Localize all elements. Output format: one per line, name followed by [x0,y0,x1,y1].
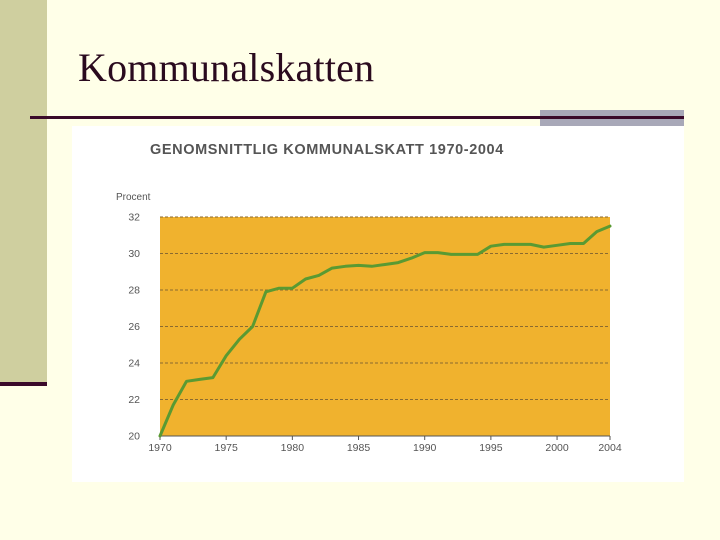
x-tick-label-1985: 1985 [347,442,371,454]
y-axis-unit-label: Procent [116,192,151,203]
data-point-1984 [344,265,347,268]
x-tick-label-1980: 1980 [281,442,305,454]
data-point-1979 [278,287,280,289]
y-tick-label-26: 26 [128,321,140,333]
data-point-1996 [503,243,505,246]
data-point-2003 [595,230,598,233]
data-point-1977 [251,325,254,328]
data-point-1995 [490,245,492,247]
data-point-1990 [423,251,426,254]
data-point-1992 [450,253,452,256]
data-point-1989 [410,257,413,259]
data-point-1975 [225,354,227,357]
data-point-1994 [476,253,479,256]
y-tick-label-30: 30 [128,248,140,260]
data-point-1988 [397,261,400,264]
data-point-1973 [198,378,201,381]
x-tick-label-1970: 1970 [148,442,172,454]
slide-title: Kommunalskatten [78,45,375,90]
data-point-1993 [463,253,466,256]
data-point-1972 [185,380,188,383]
x-tick-label-2000: 2000 [545,442,569,454]
data-point-1974 [212,376,214,379]
data-point-1971 [172,404,175,406]
data-point-1976 [238,338,241,341]
data-point-1999 [543,246,545,248]
x-tick-label-1975: 1975 [214,442,238,454]
y-tick-label-24: 24 [128,358,140,370]
data-point-1980 [291,287,294,289]
y-tick-label-22: 22 [128,394,140,406]
y-tick-label-28: 28 [128,285,140,297]
data-point-1970 [159,435,161,437]
chart-panel: GENOMSNITTLIG KOMMUNALSKATT 1970-2004 Pr… [72,126,684,482]
data-point-1986 [370,265,373,268]
data-point-2000 [556,244,558,247]
x-tick-label-1990: 1990 [413,442,437,454]
chart-title: GENOMSNITTLIG KOMMUNALSKATT 1970-2004 [150,142,504,158]
data-point-1991 [437,251,439,254]
data-point-2002 [582,242,585,245]
data-point-1982 [318,274,320,277]
data-point-1978 [265,291,267,293]
decorative-side-rule [0,382,47,386]
x-tick-label-1995: 1995 [479,442,503,454]
data-point-2004 [609,225,611,227]
data-point-1983 [331,267,333,269]
data-point-1987 [384,263,386,266]
y-tick-label-20: 20 [128,431,140,443]
title-rule [30,116,684,119]
data-point-1997 [516,243,519,246]
data-point-2001 [569,242,572,245]
data-point-1998 [529,243,532,246]
data-point-1985 [357,264,360,267]
decorative-side-bar [0,0,47,384]
line-chart: 20 22 24 26 28 30 32 1970 1975 1980 1985 1990 1995 20… [128,212,622,455]
y-tick-label-32: 32 [128,212,140,224]
x-tick-label-2004: 2004 [598,442,622,454]
data-point-1981 [304,278,307,280]
